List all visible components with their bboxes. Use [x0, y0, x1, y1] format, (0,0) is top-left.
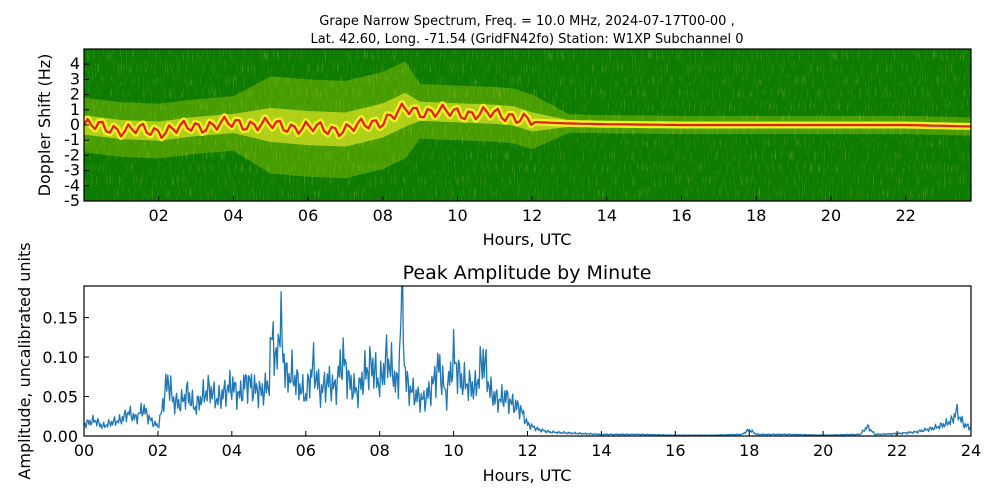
spectrogram-y-tick-label: -4: [64, 176, 80, 195]
amplitude-x-tick-label: 20: [813, 441, 833, 460]
amplitude-x-tick-label: 08: [369, 441, 389, 460]
amplitude-x-ticks: 00 02 04 06 08 10 12 14 16 18 20 22 24: [74, 431, 981, 460]
spectrogram-x-tick-label: 16: [671, 206, 691, 225]
spectrogram-y-tick-label: 0: [70, 115, 80, 134]
doppler-trace-red: [84, 102, 971, 139]
spectrogram-y-axis-label: Doppler Shift (Hz): [35, 54, 54, 197]
spectrogram-x-tick-label: 06: [298, 206, 318, 225]
spectrogram-y-tick-label: -1: [64, 130, 80, 149]
spectrogram-x-tick-label: 12: [522, 206, 542, 225]
spectrogram-x-tick-label: 02: [149, 206, 169, 225]
amplitude-x-tick-label: 00: [74, 441, 94, 460]
amplitude-x-tick-label: 18: [739, 441, 759, 460]
spectrogram-y-tick-label: -2: [64, 145, 80, 164]
amplitude-y-tick-label: 0.15: [42, 309, 78, 328]
amplitude-x-tick-label: 02: [148, 441, 168, 460]
amplitude-y-axis-label: Amplitude, uncalibrated units: [15, 242, 34, 479]
amplitude-x-tick-label: 16: [665, 441, 685, 460]
amplitude-x-tick-label: 06: [296, 441, 316, 460]
spectrogram-x-ticks: 02 04 06 08 10 12 14 16 18 20 22: [149, 196, 916, 225]
spectrogram-x-tick-label: 04: [223, 206, 243, 225]
amplitude-y-ticks: 0.00 0.05 0.10 0.15: [42, 309, 89, 446]
spectrogram-y-tick-label: 2: [70, 85, 80, 104]
spectrogram-y-tick-label: 3: [70, 69, 80, 88]
spectrogram-x-tick-label: 20: [821, 206, 841, 225]
amplitude-chart-title: Peak Amplitude by Minute: [403, 262, 652, 284]
amplitude-x-tick-label: 10: [443, 441, 463, 460]
amplitude-x-tick-label: 22: [887, 441, 907, 460]
amplitude-y-tick-label: 0.10: [42, 348, 78, 367]
spectrogram-y-tick-label: 1: [70, 100, 80, 119]
amplitude-x-tick-label: 04: [222, 441, 242, 460]
amplitude-x-tick-label: 14: [591, 441, 611, 460]
spectrogram-x-tick-label: 22: [895, 206, 915, 225]
amplitude-x-tick-label: 24: [961, 441, 981, 460]
spectrogram-plot-area: [84, 49, 971, 201]
spectrogram-y-tick-label: 4: [70, 54, 80, 73]
figure-title-line-1: Grape Narrow Spectrum, Freq. = 10.0 MHz,…: [319, 14, 734, 29]
amplitude-x-axis-label: Hours, UTC: [483, 466, 572, 485]
amplitude-panel: Peak Amplitude by Minute 00 02 04 06 08 10 12 1…: [15, 242, 981, 485]
spectrogram-x-axis-label: Hours, UTC: [483, 230, 572, 249]
spectrogram-x-tick-label: 10: [447, 206, 467, 225]
amplitude-plot-background: [84, 286, 971, 436]
amplitude-y-tick-label: 0.05: [42, 388, 78, 407]
spectrogram-y-tick-label: -5: [64, 191, 80, 210]
spectrogram-y-tick-label: -3: [64, 161, 80, 180]
spectrogram-x-tick-label: 18: [746, 206, 766, 225]
amplitude-x-tick-label: 12: [517, 441, 537, 460]
spectrogram-x-tick-label: 08: [373, 206, 393, 225]
figure-title-line-2: Lat. 42.60, Long. -71.54 (GridFN42fo) St…: [311, 32, 744, 47]
spectrogram-x-tick-label: 14: [597, 206, 617, 225]
amplitude-y-tick-label: 0.00: [42, 427, 78, 446]
